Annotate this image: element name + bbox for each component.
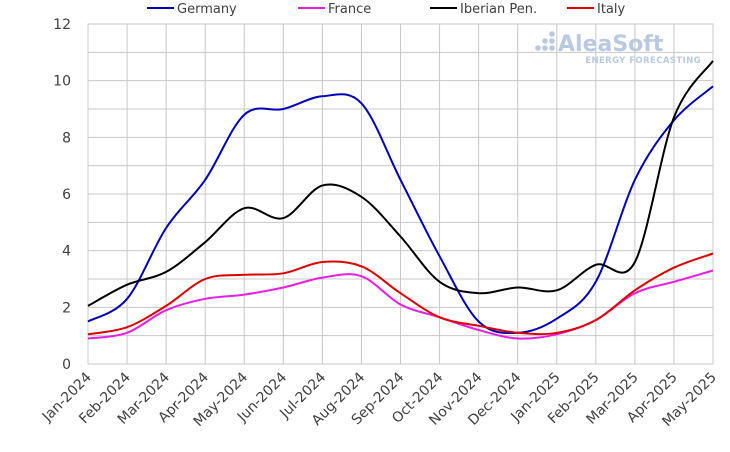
series-line-germany xyxy=(87,85,714,335)
grid xyxy=(88,24,713,364)
legend: Germany France Iberian Pen. Italy xyxy=(147,2,626,17)
legend-label-iberian-pen: Iberian Pen. xyxy=(460,2,537,17)
logo-tagline: ENERGY FORECASTING xyxy=(585,56,701,66)
y-tick-label: 2 xyxy=(62,300,71,316)
legend-label-italy: Italy xyxy=(597,2,626,17)
logo-name: AleaSoft xyxy=(558,32,664,57)
legend-label-germany: Germany xyxy=(177,2,237,17)
y-axis: 0 2 4 6 8 10 12 xyxy=(53,17,71,373)
y-tick-label: 12 xyxy=(53,17,71,33)
logo-dots-icon xyxy=(535,31,555,51)
legend-label-france: France xyxy=(328,2,371,17)
x-axis: Jan-2024Feb-2024Mar-2024Apr-2024May-2024… xyxy=(39,369,720,429)
plot-border xyxy=(87,23,714,365)
y-tick-label: 8 xyxy=(62,130,71,146)
y-tick-label: 6 xyxy=(62,187,71,203)
watermark-logo: AleaSoft ENERGY FORECASTING xyxy=(535,31,701,66)
y-tick-label: 10 xyxy=(53,74,71,90)
y-tick-label: 4 xyxy=(62,244,71,260)
series-line-italy xyxy=(87,252,714,336)
y-tick-label: 0 xyxy=(62,357,71,373)
series-lines xyxy=(87,60,714,340)
plot-area xyxy=(87,23,714,365)
series-line-iberian-pen xyxy=(87,60,714,307)
